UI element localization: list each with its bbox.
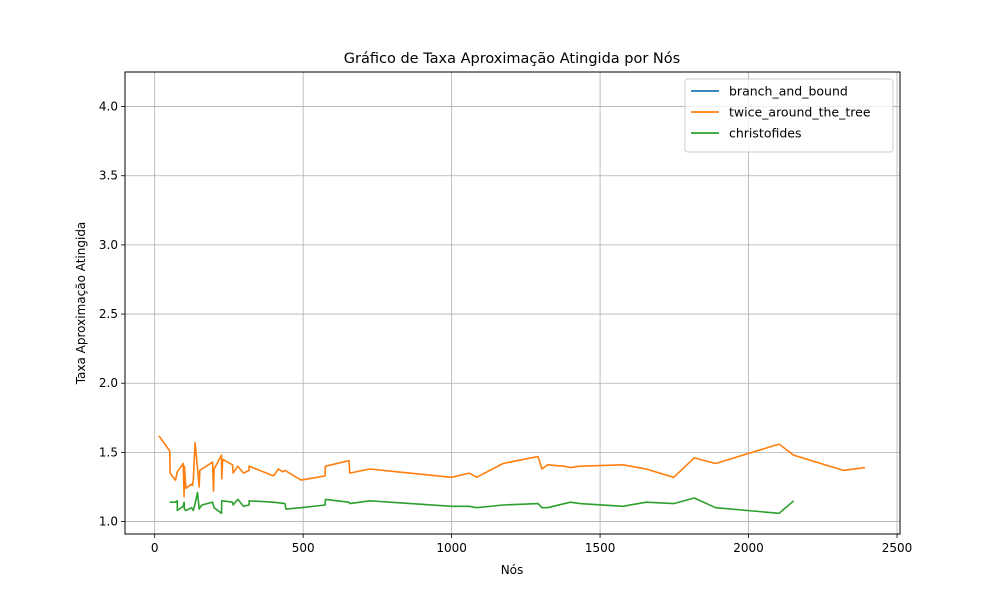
y-axis-ticks: 1.0 1.5 2.0 2.5 3.0 3.5 4.0 (99, 100, 125, 529)
y-tick-label: 1.0 (99, 515, 118, 529)
legend: branch_and_bound twice_around_the_treechr… (684, 78, 894, 153)
y-tick-label: 4.0 (99, 100, 118, 114)
y-tick-label: 3.5 (99, 169, 118, 183)
y-axis-label: Taxa Aproximação Atingida (74, 222, 88, 386)
x-tick-label: 0 (151, 541, 159, 555)
x-axis-label: Nós (501, 563, 524, 577)
y-tick-label: 3.0 (99, 238, 118, 252)
x-tick-label: 1500 (585, 541, 616, 555)
series-line-christofides (169, 491, 795, 515)
series-line-twice-around-the-tree (158, 435, 866, 498)
chart-title: Gráfico de Taxa Aproximação Atingida por… (344, 51, 680, 67)
x-axis-ticks: 0 500 1000 1500 2000 2500 (151, 534, 912, 555)
grid (125, 72, 900, 534)
x-tick-label: 2000 (733, 541, 764, 555)
legend-label: christofides (729, 126, 801, 141)
y-tick-label: 1.5 (99, 445, 118, 459)
y-tick-label: 2.5 (99, 307, 118, 321)
x-tick-label: 1000 (436, 541, 467, 555)
plot-frame (124, 71, 901, 535)
legend-label: twice_around_the_tree (729, 105, 871, 120)
series-lines (158, 435, 866, 515)
x-tick-label: 2500 (882, 541, 913, 555)
y-tick-label: 2.0 (99, 376, 118, 390)
legend-label: branch_and_bound (729, 84, 848, 99)
legend-box (684, 78, 894, 153)
x-tick-label: 500 (292, 541, 315, 555)
